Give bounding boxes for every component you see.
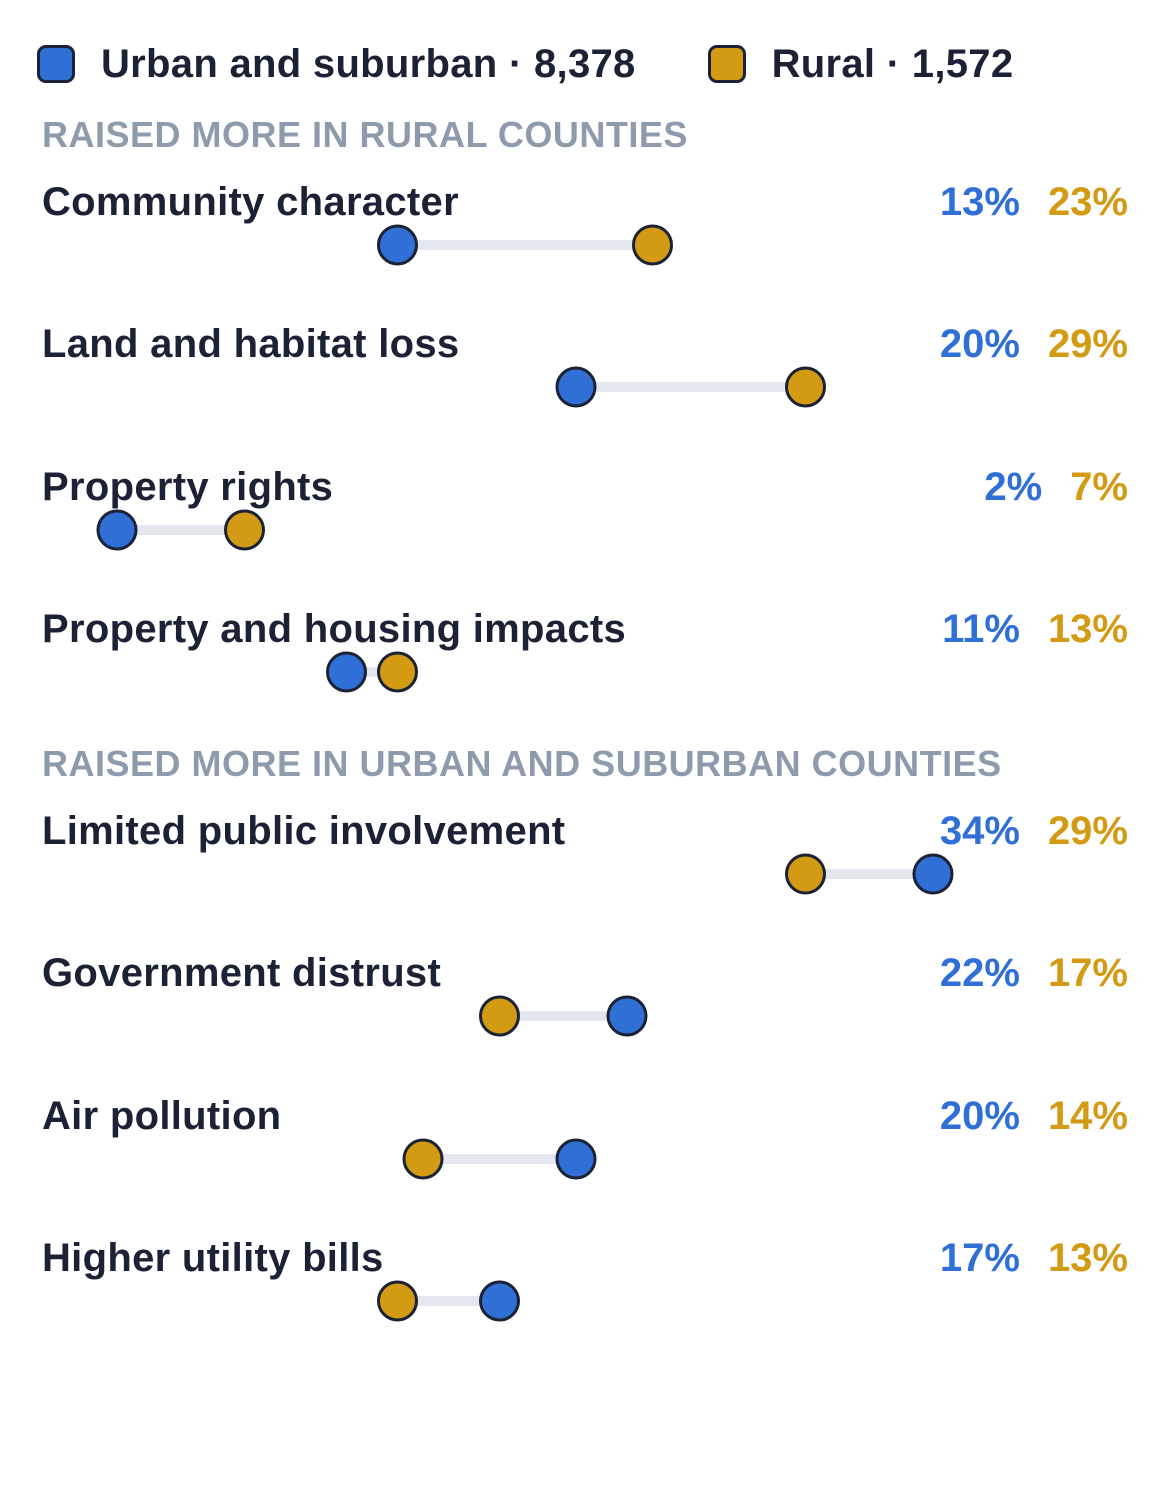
rural-point	[224, 509, 265, 551]
rural-point	[785, 853, 826, 895]
value-label-urban: 22%	[939, 951, 1020, 995]
chart-row: Government distrust 22% 17%	[0, 951, 1170, 1091]
chart-row: Property and housing impacts 11% 13%	[0, 607, 1170, 747]
rural-point	[785, 366, 826, 408]
dumbbell-plot	[479, 995, 648, 1037]
urban-point	[479, 1280, 520, 1322]
dumbbell-plot	[377, 224, 673, 266]
value-label-rural: 17%	[1047, 951, 1128, 995]
dumbbell-plot	[326, 651, 418, 693]
urban-point	[555, 366, 597, 408]
value-label-urban: 34%	[939, 809, 1020, 853]
row-label: Limited public involvement	[42, 809, 566, 853]
legend: Urban and suburban · 8,378 Rural · 1,572	[37, 40, 1085, 88]
section-heading-rural: RAISED MORE IN RURAL COUNTIES	[42, 114, 688, 155]
value-label-rural: 29%	[1047, 809, 1128, 853]
row-values: 17% 13%	[940, 1236, 1128, 1281]
value-label-rural: 7%	[1070, 465, 1128, 509]
dumbbell-plot	[377, 1280, 520, 1322]
value-label-urban: 17%	[939, 1236, 1020, 1280]
rural-point	[632, 224, 673, 266]
urban-point	[912, 853, 954, 895]
row-values: 22% 17%	[940, 951, 1128, 996]
row-values: 20% 14%	[940, 1094, 1128, 1139]
legend-item-rural: Rural · 1,572	[707, 41, 1014, 87]
urban-point	[555, 1138, 597, 1180]
chart-row: Land and habitat loss 20% 29%	[0, 322, 1170, 462]
legend-swatch-rural	[707, 45, 746, 83]
section-heading-urban: RAISED MORE IN URBAN AND SUBURBAN COUNTI…	[42, 743, 1002, 784]
row-label: Land and habitat loss	[42, 322, 460, 366]
value-label-urban: 20%	[939, 1094, 1020, 1138]
chart-row: Limited public involvement 34% 29%	[0, 809, 1170, 949]
urban-point	[326, 651, 367, 693]
legend-swatch-urban	[37, 45, 75, 83]
chart-row: Community character 13% 23%	[0, 180, 1170, 320]
rural-point	[402, 1138, 444, 1180]
urban-point	[377, 224, 418, 266]
value-label-rural: 13%	[1047, 1236, 1128, 1280]
value-label-urban: 11%	[942, 607, 1020, 651]
dumbbell-plot	[96, 509, 265, 551]
dumbbell-plot	[402, 1138, 597, 1180]
value-label-rural: 23%	[1047, 180, 1128, 224]
urban-point	[606, 995, 648, 1037]
chart-row: Property rights 2% 7%	[0, 465, 1170, 605]
rural-point	[377, 651, 418, 693]
row-label: Government distrust	[42, 951, 442, 995]
chart-row: Air pollution 20% 14%	[0, 1094, 1170, 1234]
value-label-rural: 29%	[1047, 322, 1128, 366]
value-label-urban: 2%	[984, 465, 1043, 509]
rural-point	[377, 1280, 418, 1322]
value-label-urban: 20%	[939, 322, 1020, 366]
row-label: Community character	[42, 180, 459, 224]
dumbbell-plot	[555, 366, 826, 408]
value-label-rural: 13%	[1047, 607, 1128, 651]
rural-point	[479, 995, 520, 1037]
row-values: 20% 29%	[940, 322, 1128, 367]
legend-item-urban: Urban and suburban · 8,378	[37, 42, 636, 87]
row-values: 2% 7%	[984, 465, 1128, 510]
row-label: Property rights	[42, 465, 334, 509]
value-label-urban: 13%	[939, 180, 1020, 224]
row-values: 34% 29%	[940, 809, 1128, 854]
row-values: 11% 13%	[942, 607, 1128, 652]
row-values: 13% 23%	[940, 180, 1128, 225]
urban-point	[96, 509, 138, 551]
legend-label-rural: Rural · 1,572	[771, 41, 1014, 86]
row-label: Air pollution	[42, 1094, 282, 1138]
chart-row: Higher utility bills 17% 13%	[0, 1236, 1170, 1376]
row-label: Higher utility bills	[42, 1236, 384, 1280]
dumbbell-plot	[785, 853, 954, 895]
value-label-rural: 14%	[1047, 1094, 1128, 1138]
legend-label-urban: Urban and suburban · 8,378	[101, 41, 636, 86]
row-label: Property and housing impacts	[42, 607, 627, 651]
